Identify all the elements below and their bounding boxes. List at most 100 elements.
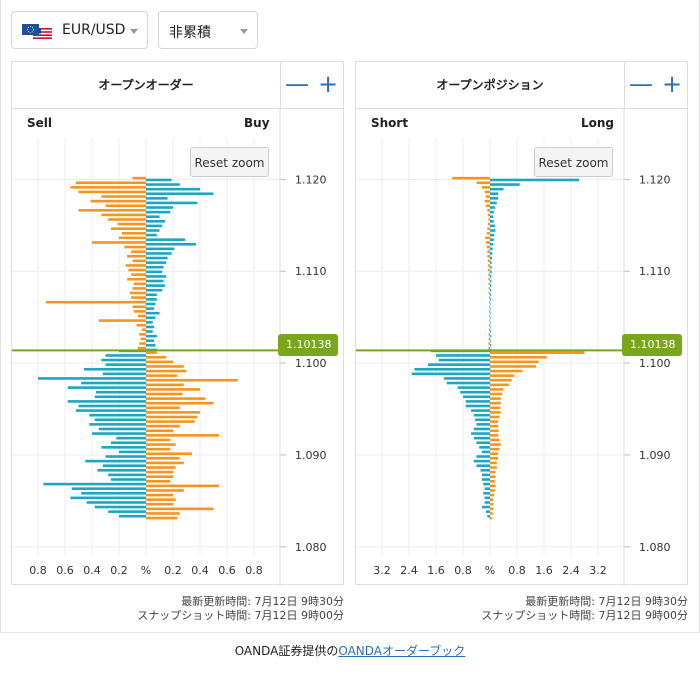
reset-zoom-button[interactable]: Reset zoom: [190, 147, 269, 177]
bar-right: [490, 311, 491, 315]
bar-right: [146, 330, 153, 333]
open-positions-panel: オープンポジション — + Short Long 3.2 2.4 1.6 0.8% 0.…: [355, 61, 688, 586]
bar-right: [490, 452, 499, 456]
bar-right: [146, 452, 192, 456]
bar-left: [488, 310, 490, 313]
bar-left: [489, 319, 490, 322]
bar-right: [146, 325, 155, 329]
bar-right: [146, 252, 172, 255]
bar-left: [131, 250, 146, 253]
bar-right: [490, 392, 503, 396]
y-tick-label: 1.100: [295, 357, 327, 370]
bar-right: [146, 275, 167, 278]
y-tick-label: 1.090: [639, 449, 671, 462]
bar-right: [490, 415, 500, 419]
bar-left: [465, 400, 490, 403]
zoom-out-button[interactable]: —: [629, 70, 653, 98]
bar-right: [146, 192, 214, 196]
bar-left: [488, 323, 490, 327]
updated-time: 最新更新時間: 7月12日 9時30分: [181, 595, 344, 608]
bar-left: [132, 176, 146, 180]
bar-left: [119, 450, 146, 454]
bar-left: [476, 441, 490, 445]
currency-pair-select[interactable]: EUR/USD: [11, 11, 148, 49]
bar-left: [487, 222, 490, 226]
zoom-in-button[interactable]: +: [317, 70, 339, 98]
orders-timestamps: 最新更新時間: 7月12日 9時30分 スナップショット時間: 7月12日 9時…: [11, 595, 344, 623]
bar-left: [136, 323, 146, 327]
bar-left: [488, 296, 490, 299]
bar-right: [146, 401, 214, 405]
bar-right: [490, 479, 495, 483]
bar-right: [146, 493, 173, 497]
bar-left: [67, 386, 146, 389]
bar-left: [131, 273, 146, 276]
bar-right: [490, 493, 495, 497]
bar-right: [490, 215, 494, 219]
bar-left: [438, 358, 490, 362]
x-tick-label: 0.2: [164, 564, 182, 577]
bar-left: [81, 491, 146, 495]
bar-right: [146, 187, 200, 191]
bar-left: [137, 346, 146, 350]
bar-right: [146, 293, 157, 297]
bar-left: [488, 218, 490, 221]
bar-right: [146, 406, 180, 410]
bar-left: [471, 409, 490, 412]
bar-right: [490, 470, 496, 474]
bar-left: [488, 328, 490, 332]
bar-left: [488, 346, 490, 350]
bar-left: [83, 367, 146, 371]
bar-left: [94, 395, 146, 399]
mode-select[interactable]: 非累積: [158, 11, 258, 49]
x-tick-label: 0.4: [191, 564, 209, 577]
bar-left: [480, 469, 490, 472]
bar-left: [124, 245, 146, 249]
bar-right: [490, 498, 494, 501]
bar-left: [488, 337, 490, 341]
bar-left: [127, 277, 146, 281]
bar-right: [146, 466, 176, 469]
bar-left: [483, 491, 490, 495]
bar-right: [146, 429, 173, 433]
bar-left: [97, 469, 146, 472]
bar-left: [78, 404, 146, 408]
bar-right: [490, 293, 491, 297]
y-tick-label: 1.110: [639, 265, 671, 278]
bar-right: [490, 206, 495, 209]
zoom-in-button[interactable]: +: [661, 70, 683, 98]
zoom-controls: — +: [624, 62, 688, 109]
bar-left: [46, 300, 146, 304]
bar-right: [146, 470, 173, 474]
bar-left: [78, 209, 146, 212]
bar-right: [490, 489, 495, 492]
bar-right: [490, 334, 491, 338]
bar-left: [133, 282, 146, 286]
x-tick-label: 0.8: [29, 564, 47, 577]
bar-right: [146, 438, 171, 442]
bar-right: [490, 224, 495, 228]
bar-right: [490, 210, 494, 214]
bar-left: [98, 427, 146, 431]
bar-right: [490, 475, 496, 478]
x-tick-label: 0.4: [83, 564, 101, 577]
bar-right: [490, 383, 509, 387]
bar-left: [436, 354, 490, 357]
bar-left: [473, 413, 490, 417]
orderbook-link[interactable]: OANDAオーダーブック: [338, 644, 466, 658]
bar-left: [487, 250, 490, 253]
bar-left: [486, 231, 490, 235]
bar-left: [140, 337, 146, 341]
bar-right: [490, 447, 500, 451]
bar-left: [101, 195, 146, 198]
bar-left: [70, 496, 146, 500]
zoom-out-button[interactable]: —: [285, 70, 309, 98]
bar-left: [475, 418, 490, 422]
bar-right: [490, 275, 492, 278]
bar-right: [146, 383, 184, 387]
bar-left: [141, 328, 146, 332]
y-tick-label: 1.110: [295, 265, 327, 278]
bar-left: [473, 427, 490, 431]
bar-right: [146, 424, 180, 428]
reset-zoom-button[interactable]: Reset zoom: [534, 147, 613, 177]
